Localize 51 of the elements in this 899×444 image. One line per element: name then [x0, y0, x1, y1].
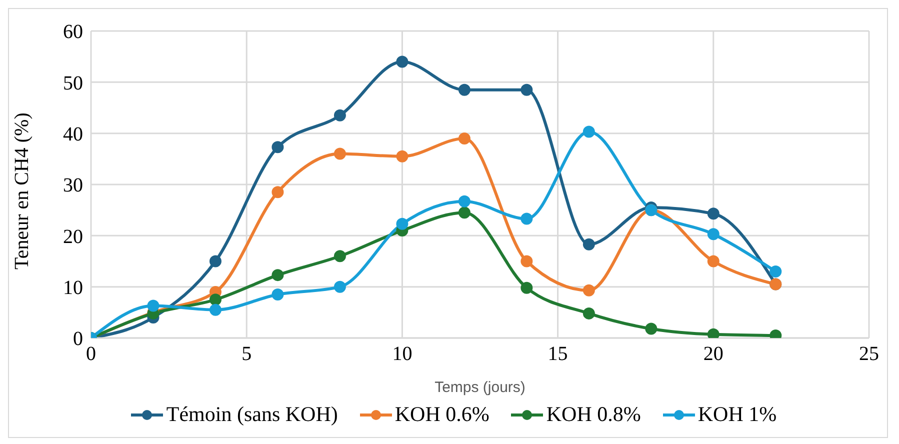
- legend-label: KOH 0.6%: [394, 402, 490, 427]
- point: [520, 84, 533, 96]
- point: [582, 238, 595, 250]
- point: [334, 109, 346, 122]
- point: [396, 56, 408, 68]
- point: [707, 328, 720, 338]
- x-tick-label: 20: [703, 343, 724, 366]
- y-tick-label: 40: [63, 123, 83, 146]
- point: [272, 186, 284, 198]
- point: [209, 294, 222, 306]
- y-tick-label: 60: [63, 21, 83, 44]
- point: [520, 212, 533, 225]
- point: [334, 148, 346, 160]
- point: [645, 322, 658, 335]
- x-tick-label: 25: [859, 343, 879, 366]
- point: [707, 255, 720, 268]
- point: [272, 269, 284, 282]
- x-axis-title: Temps (jours): [434, 379, 526, 396]
- point: [520, 282, 533, 294]
- point: [458, 132, 470, 144]
- point: [770, 265, 782, 278]
- point: [458, 206, 470, 219]
- point: [334, 250, 346, 262]
- point: [272, 288, 284, 301]
- point: [272, 141, 284, 154]
- point: [458, 195, 470, 208]
- point: [209, 255, 222, 268]
- point: [396, 218, 408, 230]
- y-tick-label: 50: [63, 72, 83, 94]
- x-tick-label: 10: [392, 343, 412, 366]
- point: [582, 284, 595, 296]
- x-tick-label: 5: [242, 343, 252, 366]
- point: [396, 150, 408, 162]
- legend-label: KOH 1%: [698, 402, 777, 427]
- point: [147, 300, 160, 312]
- point: [520, 255, 533, 268]
- legend-label: Témoin (sans KOH): [166, 402, 338, 427]
- point: [582, 307, 595, 320]
- y-tick-label: 30: [63, 174, 83, 197]
- point: [334, 280, 346, 293]
- point: [458, 84, 470, 96]
- point: [582, 126, 595, 138]
- point: [209, 304, 222, 316]
- y-tick-label: 0: [73, 328, 83, 350]
- x-tick-label: 15: [548, 343, 568, 366]
- legend-label: KOH 0.8%: [546, 402, 641, 427]
- point: [707, 228, 720, 240]
- point: [707, 208, 720, 220]
- y-axis-title: Teneur en CH4 (%): [11, 112, 34, 270]
- y-tick-label: 20: [63, 226, 83, 248]
- y-tick-label: 10: [63, 276, 83, 299]
